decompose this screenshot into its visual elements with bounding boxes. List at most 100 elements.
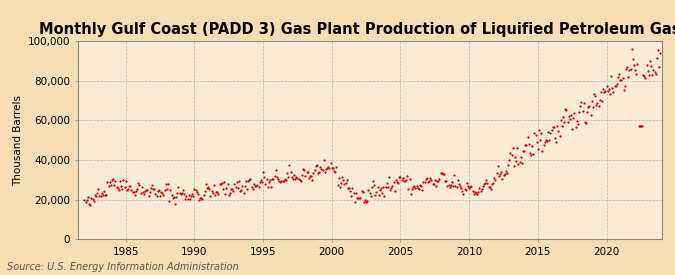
Point [637, 124, 647, 129]
Point [646, 64, 657, 68]
Point [179, 191, 190, 196]
Point [419, 180, 430, 185]
Point [313, 171, 323, 175]
Point [538, 143, 549, 148]
Point [115, 184, 126, 188]
Point [174, 191, 185, 195]
Point [97, 193, 108, 197]
Point [286, 175, 297, 179]
Point [521, 143, 532, 147]
Text: Source: U.S. Energy Information Administration: Source: U.S. Energy Information Administ… [7, 262, 238, 272]
Point [379, 194, 390, 199]
Point [263, 179, 274, 184]
Point [131, 189, 142, 194]
Point [88, 199, 99, 203]
Point [205, 194, 216, 199]
Point [212, 190, 223, 194]
Point [265, 178, 275, 183]
Point [210, 192, 221, 197]
Point [344, 185, 354, 190]
Point [240, 178, 251, 183]
Point [523, 141, 534, 146]
Point [583, 104, 593, 109]
Point [158, 192, 169, 197]
Point [270, 168, 281, 172]
Point [624, 67, 635, 72]
Point [95, 194, 106, 198]
Point [493, 174, 504, 178]
Point [452, 178, 463, 183]
Point [459, 187, 470, 191]
Point [99, 189, 109, 193]
Point [323, 165, 333, 169]
Point [202, 186, 213, 190]
Point [113, 187, 124, 192]
Point [82, 195, 93, 199]
Point [562, 120, 573, 125]
Point [409, 184, 420, 188]
Point [165, 188, 176, 192]
Point [101, 193, 111, 197]
Point [556, 124, 567, 128]
Point [119, 185, 130, 189]
Point [337, 174, 348, 179]
Point [514, 160, 525, 164]
Point [549, 124, 560, 129]
Point [172, 191, 183, 195]
Point [356, 189, 367, 194]
Point [597, 99, 608, 103]
Point [294, 178, 305, 183]
Point [334, 185, 345, 189]
Point [571, 119, 582, 123]
Point [325, 161, 336, 165]
Point [217, 181, 227, 185]
Point [319, 158, 329, 162]
Point [281, 171, 292, 175]
Point [368, 179, 379, 183]
Point [643, 73, 654, 78]
Point [279, 176, 290, 181]
Point [237, 184, 248, 189]
Point [196, 196, 207, 200]
Point [214, 182, 225, 186]
Point [327, 166, 338, 170]
Point [393, 181, 404, 186]
Point [93, 187, 104, 191]
Point [82, 197, 92, 202]
Point [92, 191, 103, 196]
Point [299, 168, 310, 172]
Point [490, 178, 501, 182]
Point [355, 196, 366, 200]
Point [206, 189, 217, 193]
Point [316, 167, 327, 171]
Point [587, 99, 597, 103]
Point [375, 186, 386, 191]
Point [553, 129, 564, 133]
Point [421, 176, 431, 181]
Point [363, 188, 374, 193]
Point [225, 187, 236, 191]
Point [524, 151, 535, 155]
Point [554, 134, 565, 138]
Point [381, 181, 392, 185]
Point [467, 189, 478, 194]
Point [169, 202, 180, 206]
Point [391, 178, 402, 182]
Point [254, 180, 265, 184]
Point [332, 183, 343, 187]
Point [567, 126, 578, 131]
Point [441, 179, 452, 183]
Point [138, 189, 148, 194]
Point [437, 172, 448, 177]
Point [105, 183, 116, 187]
Point [424, 179, 435, 184]
Point [189, 187, 200, 192]
Point [389, 189, 400, 193]
Point [528, 152, 539, 156]
Point [414, 182, 425, 187]
Point [362, 199, 373, 203]
Point [310, 164, 321, 169]
Point [511, 158, 522, 163]
Point [605, 74, 616, 78]
Point [103, 183, 114, 188]
